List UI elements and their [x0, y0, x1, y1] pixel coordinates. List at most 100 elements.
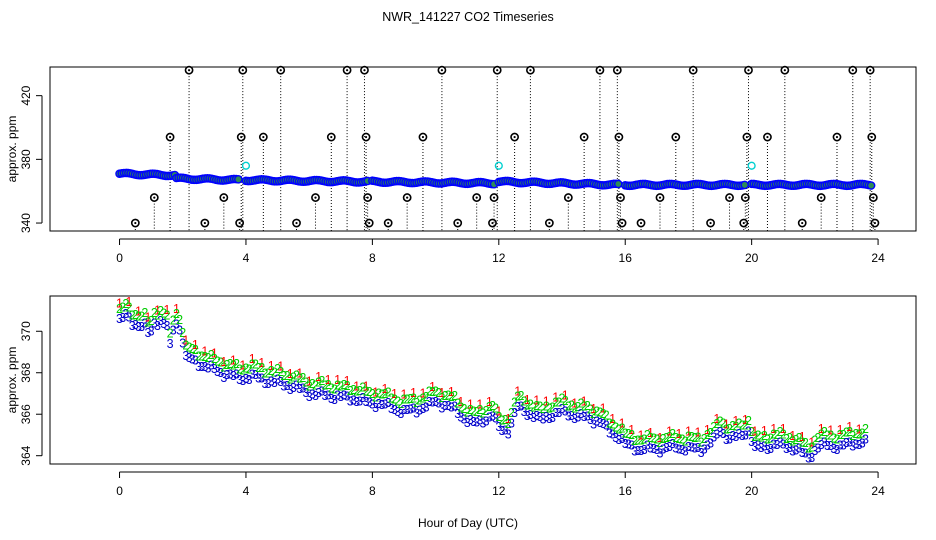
series-1-point: 1: [429, 380, 436, 394]
series-3-point: 3: [416, 404, 423, 418]
series-3-point: 3: [423, 401, 430, 415]
series-3-point: 3: [799, 446, 806, 460]
series-2-point: 2: [619, 422, 626, 436]
series-2-point: 2: [827, 429, 834, 443]
outlier-point: [867, 132, 877, 142]
series-2-point: 2: [815, 431, 822, 445]
series-2-point: 2: [321, 379, 328, 393]
series-2-point: 2: [729, 419, 736, 433]
outlier-point-core: [345, 69, 349, 72]
series-3-point: 3: [334, 389, 341, 403]
series-3-point: 3: [663, 441, 670, 455]
series-2-point: 2: [650, 432, 657, 446]
series-1-point: 1: [249, 352, 256, 366]
outlier-point: [130, 218, 140, 228]
series-2-point: 2: [843, 426, 850, 440]
series-2-point: 2: [356, 384, 363, 398]
series-3-point: 3: [679, 443, 686, 457]
series-2-point: 2: [318, 374, 325, 388]
series-3-point: 3: [742, 429, 749, 443]
outlier-point: [492, 65, 502, 75]
outlier-point-core: [639, 221, 643, 225]
series-3-point: 3: [312, 389, 319, 403]
series-3-point: 3: [321, 389, 328, 403]
series-1-point: 1: [837, 423, 844, 437]
series-1-point: 1: [818, 422, 825, 436]
series-3-point: 3: [476, 413, 483, 427]
series-3-point: 3: [252, 368, 259, 382]
series-3-point: 3: [584, 410, 591, 424]
series-1-point: 1: [780, 422, 787, 436]
series-2-point: 2: [382, 387, 389, 401]
series-2-point: 2: [378, 388, 385, 402]
series-2-point: 2: [388, 391, 395, 405]
outlier-point-core: [835, 135, 839, 139]
series-2-point: 2: [261, 367, 268, 381]
series-2-point: 2: [404, 393, 411, 407]
series-3-point: 3: [761, 440, 768, 454]
series-2-point: 2: [296, 372, 303, 386]
series-2-point: 2: [704, 428, 711, 442]
series-2-point: 2: [416, 393, 423, 407]
series-3-point: 3: [675, 443, 682, 457]
series-3-point: 3: [511, 406, 518, 420]
series-3-point: 3: [135, 320, 142, 334]
series-3-point: 3: [271, 376, 278, 390]
series-3-point: 3: [435, 397, 442, 411]
series-2-point: 2: [612, 420, 619, 434]
series-3-point: 3: [818, 438, 825, 452]
series-2-point: 2: [220, 360, 227, 374]
series-1-point: 1: [495, 405, 502, 419]
series-3-point: 3: [783, 442, 790, 456]
series-3-point: 3: [141, 316, 148, 330]
series-2-point: 2: [249, 357, 256, 371]
series-2-point: 2: [470, 405, 477, 419]
series-2-point: 2: [495, 410, 502, 424]
series-3-point: 3: [483, 414, 490, 428]
outlier-point-core: [728, 196, 731, 199]
series-2-point: 2: [476, 403, 483, 417]
series-3-point: 3: [249, 368, 256, 382]
series-2-point: 2: [467, 403, 474, 417]
series-3-point: 3: [173, 318, 180, 332]
series-2-point: 2: [334, 378, 341, 392]
series-2-point: 2: [157, 304, 164, 318]
top-calibration-series: [241, 161, 756, 170]
series-2-point: 2: [514, 390, 521, 404]
series-2-point: 2: [647, 431, 654, 445]
series-2-point: 2: [284, 369, 291, 383]
series-3-point: 3: [296, 382, 303, 396]
series-2-point: 2: [562, 394, 569, 408]
outlier-point: [763, 132, 772, 142]
series-3-point: 3: [846, 435, 853, 449]
series-3-point: 3: [457, 411, 464, 425]
series-2-point: 2: [796, 431, 803, 445]
series-1-point: 1: [476, 398, 483, 412]
series-3-point: 3: [331, 393, 338, 407]
series-2-point: 2: [546, 402, 553, 416]
outlier-point: [544, 218, 554, 228]
series-3-point: 3: [325, 389, 332, 403]
series-3-point: 3: [448, 401, 455, 415]
series-2-point: 2: [751, 430, 758, 444]
series-2-point: 2: [701, 432, 708, 446]
series-2-point: 2: [448, 390, 455, 404]
series-2-point: 2: [540, 402, 547, 416]
series-2-point: 2: [170, 313, 177, 327]
series-3-point: 3: [754, 439, 761, 453]
series-2-point: 2: [710, 420, 717, 434]
series-3-point: 3: [429, 396, 436, 410]
series-3-point: 3: [201, 360, 208, 374]
series-3-point: 3: [685, 440, 692, 454]
outlier-point: [816, 193, 826, 202]
series-2-point: 2: [530, 401, 537, 415]
outlier-point: [636, 218, 646, 228]
series-2-point: 2: [856, 428, 863, 442]
series-1-point: 1: [401, 387, 408, 401]
series-3-point: 3: [382, 397, 389, 411]
series-2-point: 2: [644, 428, 651, 442]
series-3-point: 3: [514, 400, 521, 414]
series-3-point: 3: [353, 395, 360, 409]
series-3-point: 3: [849, 439, 856, 453]
series-3-point: 3: [729, 429, 736, 443]
